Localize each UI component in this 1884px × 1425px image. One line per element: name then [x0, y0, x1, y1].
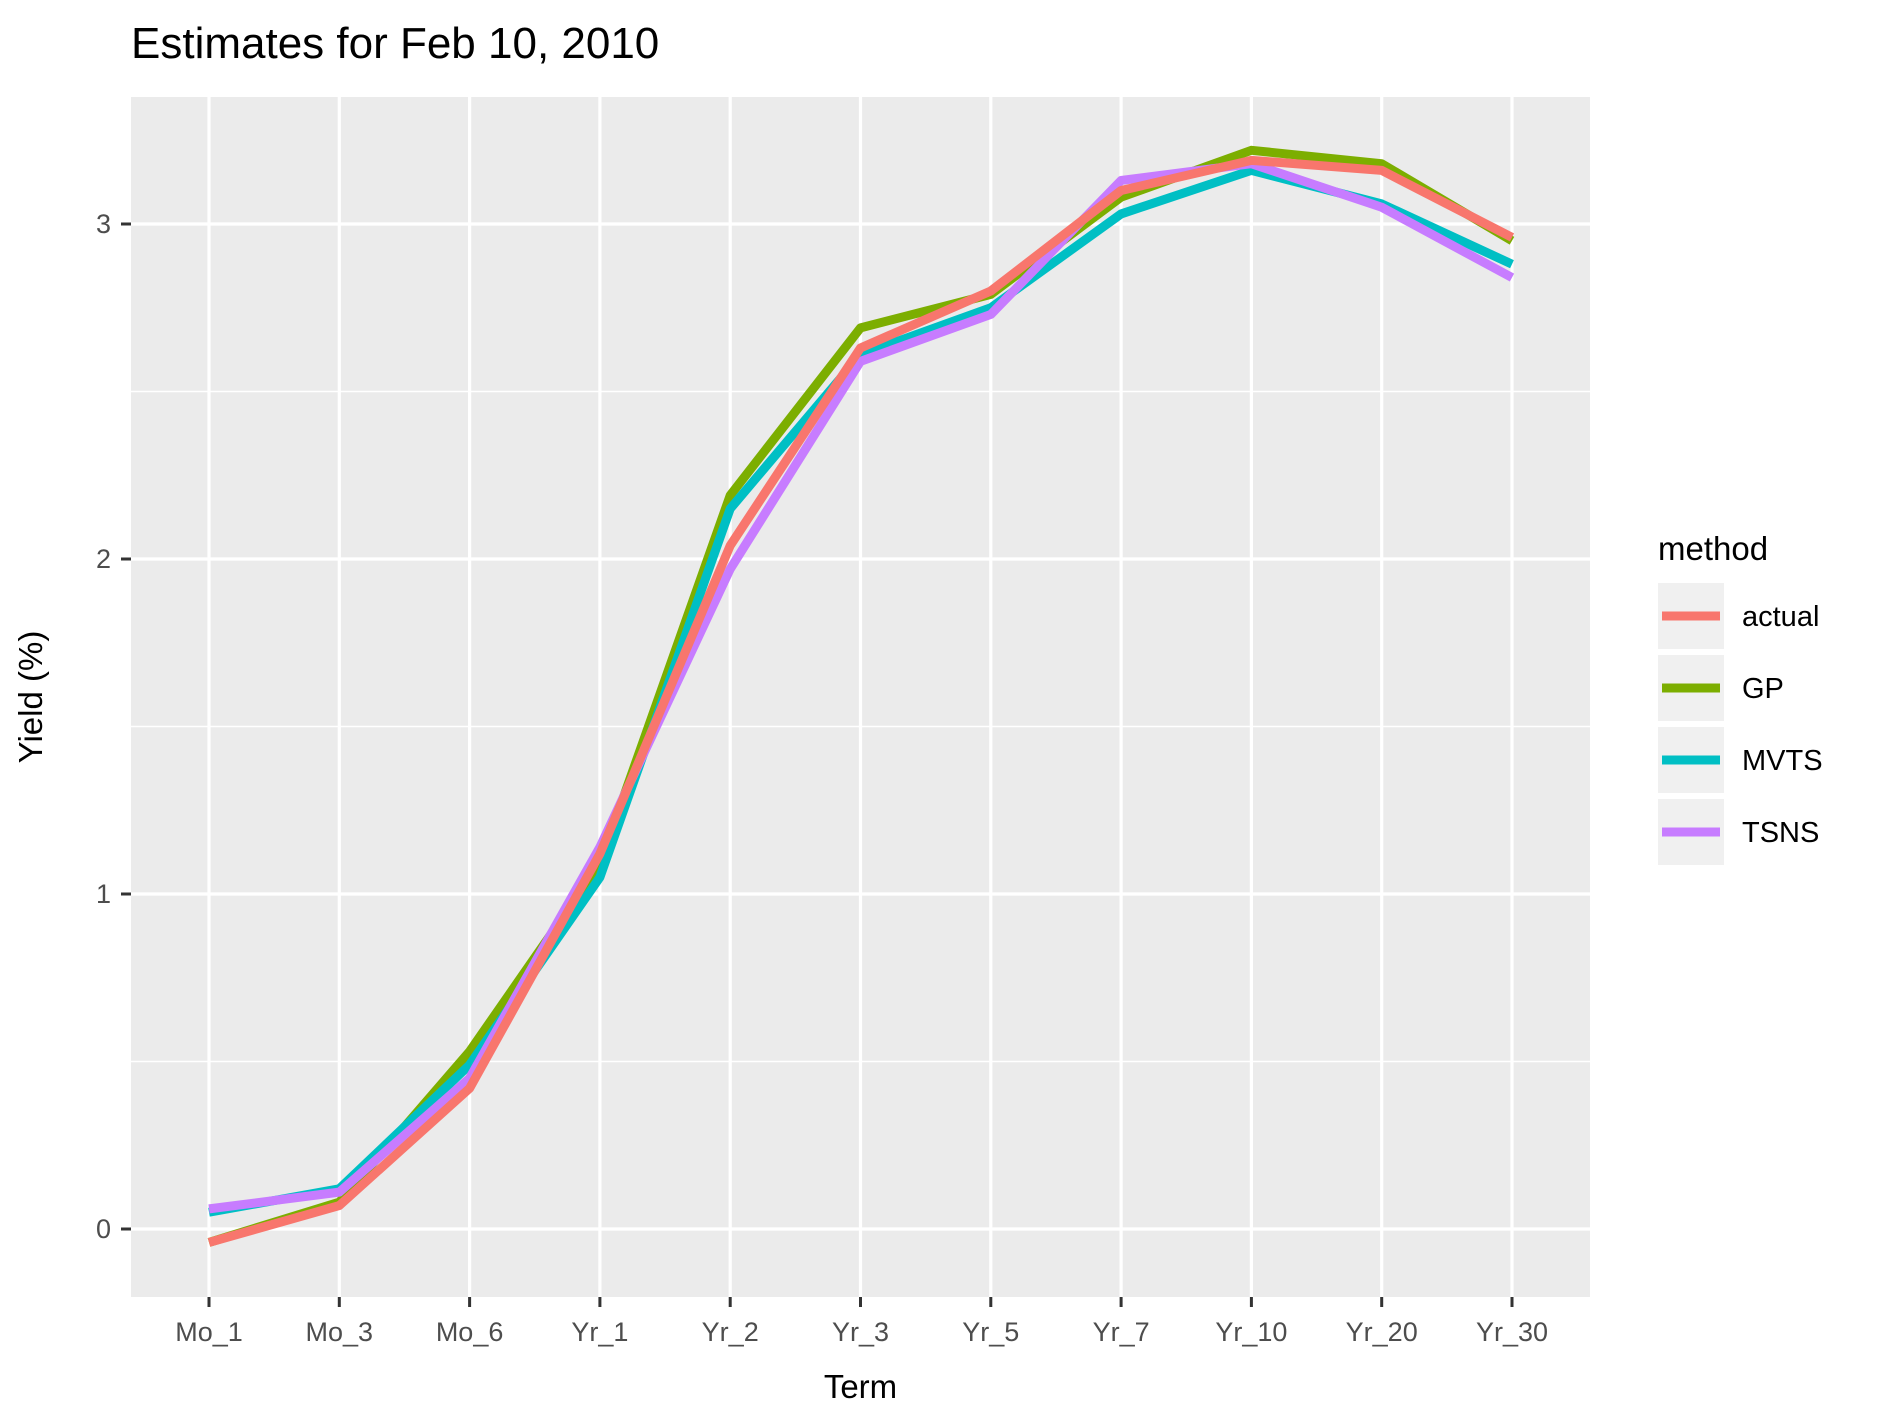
legend-label-GP: GP	[1742, 673, 1784, 705]
y-tick-label: 0	[96, 1214, 111, 1244]
legend-label-actual: actual	[1742, 601, 1819, 633]
x-tick-label: Mo_1	[175, 1317, 243, 1347]
x-tick-label: Yr_1	[571, 1317, 628, 1347]
x-tick-label: Yr_7	[1093, 1317, 1150, 1347]
y-tick-label: 2	[96, 544, 111, 574]
y-axis-title: Yield (%)	[12, 631, 49, 764]
x-tick-label: Mo_3	[306, 1317, 374, 1347]
x-tick-label: Yr_20	[1346, 1317, 1418, 1347]
legend-label-TSNS: TSNS	[1742, 817, 1819, 849]
y-tick-label: 1	[96, 879, 111, 909]
x-axis-title: Term	[824, 1368, 897, 1405]
x-tick-label: Yr_2	[702, 1317, 759, 1347]
y-tick-label: 3	[96, 209, 111, 239]
legend-title: method	[1658, 530, 1768, 567]
x-tick-label: Yr_10	[1215, 1317, 1287, 1347]
x-tick-label: Mo_6	[436, 1317, 504, 1347]
series-line-TSNS	[208, 159, 1515, 1214]
x-tick-label: Yr_5	[962, 1317, 1019, 1347]
x-tick-label: Yr_30	[1476, 1317, 1548, 1347]
series-line-actual	[207, 155, 1515, 1247]
chart-title: Estimates for Feb 10, 2010	[131, 19, 659, 68]
x-tick-label: Yr_3	[832, 1317, 889, 1347]
legend-label-MVTS: MVTS	[1742, 745, 1823, 777]
